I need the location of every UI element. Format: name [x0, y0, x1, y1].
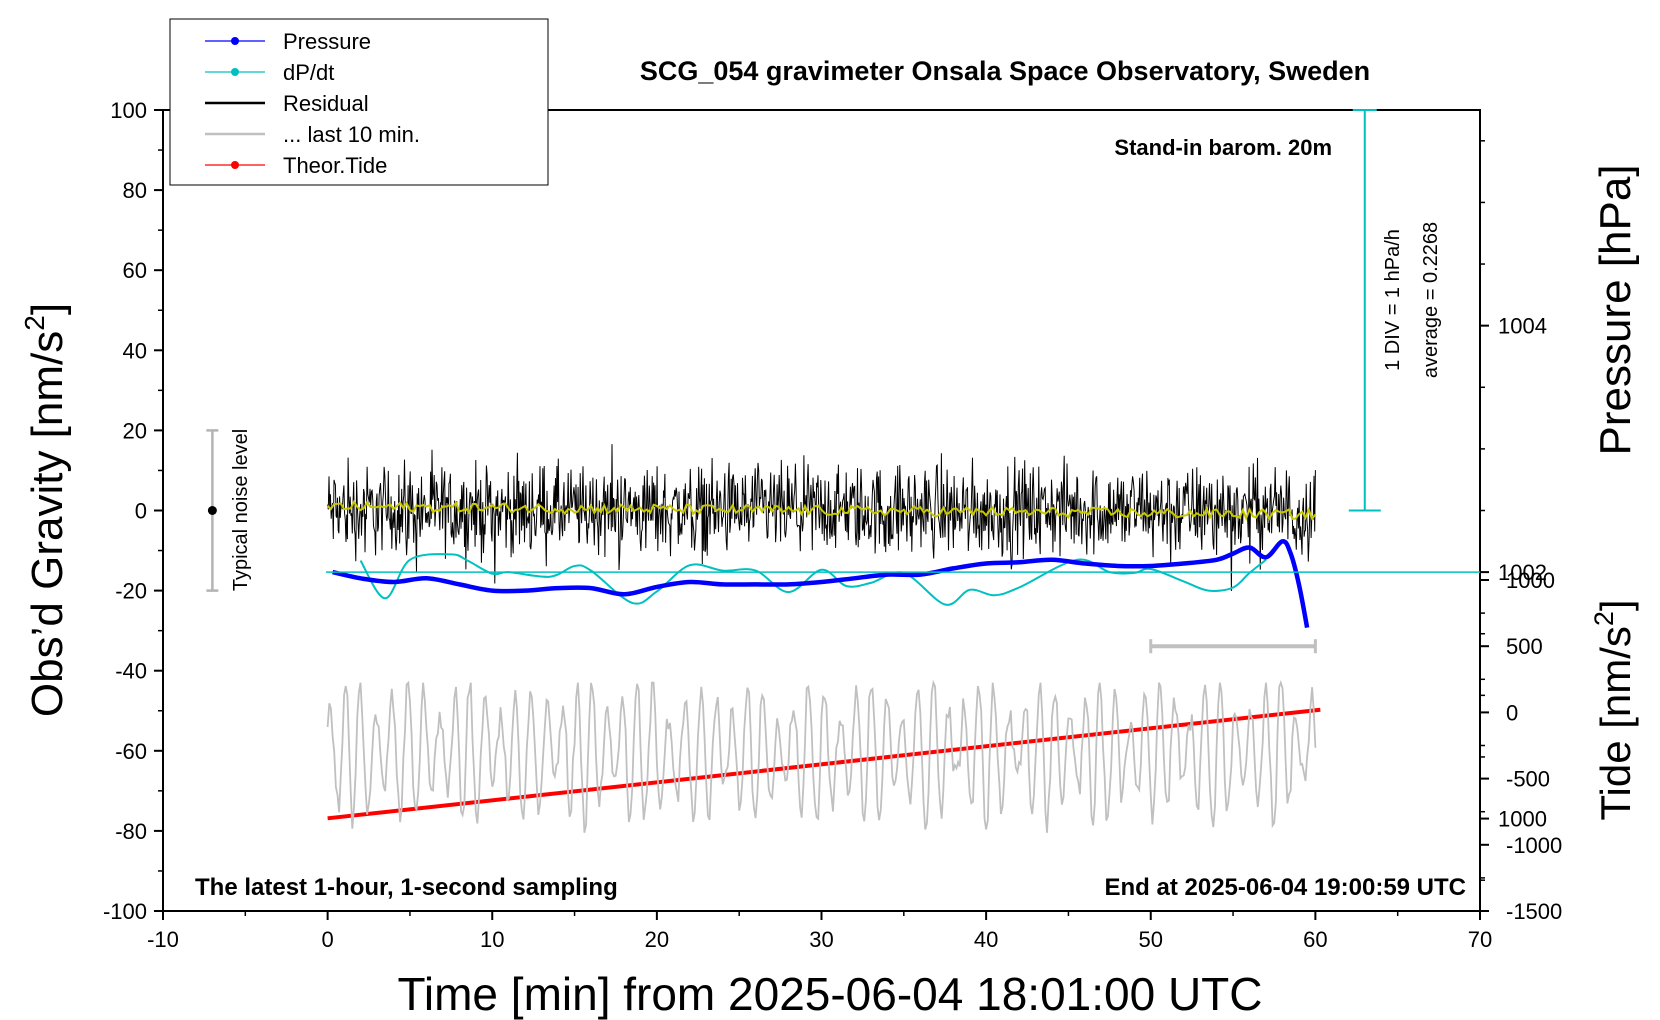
theoretical-tide-line [327, 707, 1321, 821]
tide-tick-label: -500 [1506, 767, 1550, 792]
noise-level-label: Typical noise level [230, 429, 252, 591]
last-10-min-line [326, 679, 1317, 833]
legend-marker [231, 68, 239, 76]
dpdt-scale-axis [325, 109, 1480, 573]
y-tick-label: -40 [115, 659, 147, 684]
pressure-tick-label: 1004 [1498, 314, 1547, 339]
y-tick-label: -60 [115, 739, 147, 764]
tide-tick-label: 1000 [1506, 568, 1555, 593]
residual-smoothed-series [326, 499, 1317, 522]
x-tick-label: 50 [1139, 927, 1163, 952]
chart-title: SCG_054 gravimeter Onsala Space Observat… [640, 56, 1370, 86]
tide-tick-label: 500 [1506, 634, 1543, 659]
last-10-min-bracket [1149, 639, 1317, 654]
x-tick-label: 60 [1303, 927, 1327, 952]
tide-axis-label: Tide [nm/s2] [1589, 599, 1639, 820]
legend-marker [231, 37, 239, 45]
div-note: 1 DIV = 1 hPa/h [1382, 229, 1404, 371]
average-note: average = 0.2268 [1420, 222, 1442, 378]
legend-label: Theor.Tide [283, 153, 387, 178]
x-tick-label: 40 [974, 927, 998, 952]
y-tick-label: -20 [115, 579, 147, 604]
residual-line [327, 444, 1316, 592]
noise-level-indicator [206, 429, 219, 592]
x-tick-label: 10 [480, 927, 504, 952]
residual-smoothed-line [326, 499, 1317, 522]
x-tick-label: 0 [322, 927, 334, 952]
pressure-axis-label: Pressure [hPa] [1591, 164, 1640, 455]
y-tick-label: 60 [123, 258, 147, 283]
pressure-series [332, 539, 1310, 628]
y-axis-label: Obs’d Gravity [nm/s2] [19, 303, 72, 717]
y-tick-label: 0 [135, 499, 147, 524]
barometer-note: Stand-in barom. 20m [1114, 135, 1332, 160]
legend: Pressure dP/dt Residual ... last 10 min. The… [169, 18, 549, 186]
tide-tick-label: 0 [1506, 700, 1518, 725]
y-tick-label: 80 [123, 178, 147, 203]
tide-tick-label: -1000 [1506, 833, 1562, 858]
x-tick-label: -10 [147, 927, 179, 952]
y-tick-label: -80 [115, 819, 147, 844]
y-tick-label: 40 [123, 338, 147, 363]
residual-series [327, 444, 1316, 592]
x-axis-label: Time [min] from 2025-06-04 18:01:00 UTC [398, 968, 1263, 1020]
axis-ticks: -10 0 10 20 30 40 50 60 70-100-80-60-40-20020406… [103, 98, 1562, 952]
pressure-line [332, 539, 1310, 628]
x-tick-label: 30 [809, 927, 833, 952]
legend-marker [231, 161, 239, 169]
legend-label: ... last 10 min. [283, 122, 420, 147]
y-tick-label: -100 [103, 899, 147, 924]
tide-tick-label: -1500 [1506, 899, 1562, 924]
noise-center-dot [207, 506, 217, 515]
dpdt-series [359, 553, 1267, 606]
last-10-min-series [326, 679, 1317, 833]
legend-label: dP/dt [283, 60, 334, 85]
legend-label: Residual [283, 91, 369, 116]
pressure-tick-label: 1002 [1498, 560, 1547, 585]
x-tick-label: 70 [1468, 927, 1492, 952]
pressure-tick-label: 1000 [1498, 807, 1547, 832]
y-tick-label: 20 [123, 418, 147, 443]
y-tick-label: 100 [110, 98, 147, 123]
theoretical-tide-series [327, 707, 1321, 821]
sampling-note: The latest 1-hour, 1-second sampling [195, 874, 618, 901]
legend-label: Pressure [283, 29, 371, 54]
x-tick-label: 20 [645, 927, 669, 952]
end-time-note: End at 2025-06-04 19:00:59 UTC [1105, 874, 1467, 901]
dpdt-line [359, 553, 1267, 606]
